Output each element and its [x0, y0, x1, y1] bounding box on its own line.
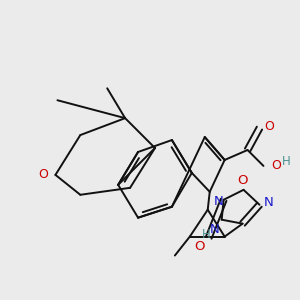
- Text: O: O: [194, 240, 205, 253]
- Text: O: O: [265, 120, 274, 133]
- Text: O: O: [237, 174, 248, 187]
- Text: O: O: [39, 168, 49, 182]
- Text: O: O: [272, 159, 281, 172]
- Text: H: H: [281, 155, 290, 168]
- Text: N: N: [210, 223, 220, 236]
- Text: N: N: [263, 196, 273, 209]
- Text: N: N: [214, 195, 224, 208]
- Text: H: H: [202, 228, 211, 241]
